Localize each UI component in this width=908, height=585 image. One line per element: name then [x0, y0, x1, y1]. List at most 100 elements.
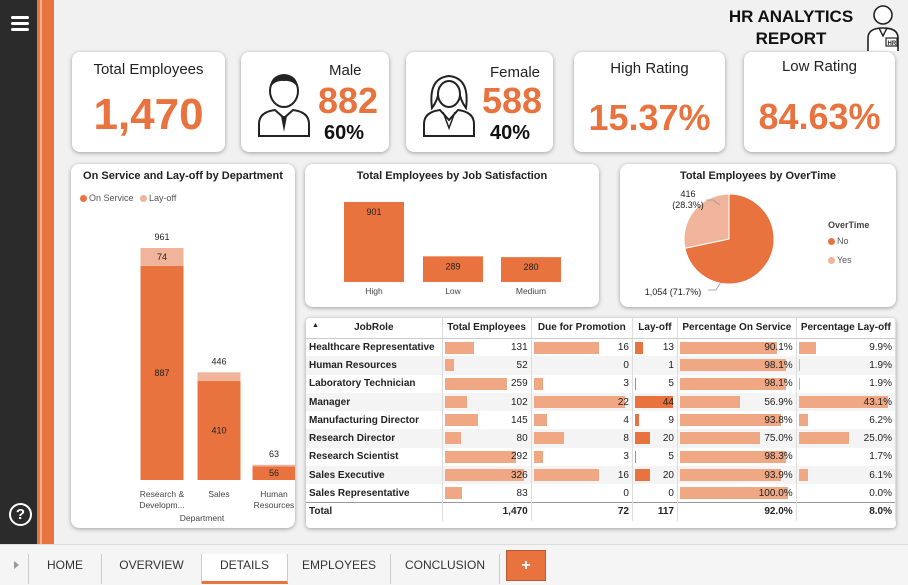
add-page-button[interactable]: +: [506, 550, 546, 581]
cell-promo: 3: [531, 374, 633, 393]
x-axis-title: Department: [180, 513, 225, 523]
legend-layoff[interactable]: Lay-off: [140, 193, 176, 203]
tab-conclusion[interactable]: CONCLUSION: [391, 554, 500, 584]
data-bar: [444, 395, 467, 408]
cell-value: 1.7%: [869, 451, 892, 463]
cell-value: Human Resources: [309, 359, 397, 371]
cell-role: Laboratory Technician: [306, 374, 443, 393]
cell-role: Sales Representative: [306, 484, 443, 503]
department-legend: On Service Lay-off: [80, 193, 176, 203]
data-bar: [679, 359, 786, 372]
cell-value: 9: [668, 414, 674, 426]
bar-layoff[interactable]: [252, 464, 296, 467]
bar-layoff[interactable]: [197, 372, 241, 382]
data-bar: [634, 432, 650, 445]
table-row[interactable]: Research Director 80 8 20 75.0% 25.0%: [306, 429, 896, 448]
cell-value: 1: [668, 359, 674, 371]
cell-onservice: 98.3%: [677, 447, 797, 467]
cell-layoff: 44: [632, 392, 678, 412]
cell-role: Human Resources: [306, 356, 443, 375]
help-icon[interactable]: ?: [9, 503, 32, 526]
kpi-high-value: 15.37%: [588, 97, 711, 138]
cell-pctlayoff: 25.0%: [796, 429, 896, 448]
cell-pctlayoff: 1.7%: [796, 447, 896, 467]
pie-slice-yes[interactable]: [683, 193, 730, 249]
cell-pctlayoff: 9.9%: [796, 338, 896, 357]
bar-on-service[interactable]: [140, 265, 184, 480]
tab-scroll-arrow-icon[interactable]: [14, 561, 19, 569]
kpi-high-rating: High Rating 15.37%: [574, 52, 725, 152]
data-bar: [634, 469, 650, 482]
cell-total: 326: [442, 466, 532, 485]
col-header-pct-layoff[interactable]: Percentage Lay-off: [796, 318, 896, 339]
cell-onservice: 98.1%: [677, 356, 797, 375]
data-bar: [798, 395, 889, 408]
cell-value: 43.1%: [863, 396, 892, 408]
total-data-label: 961: [154, 232, 169, 242]
cell-layoff: 0: [632, 484, 678, 503]
svg-text:HR: HR: [888, 41, 897, 47]
table-row[interactable]: Sales Executive 326 16 20 93.9% 6.1%: [306, 466, 896, 485]
tab-home[interactable]: HOME: [28, 554, 102, 584]
cell-value: Sales Executive: [309, 469, 385, 481]
cell-value: 83: [516, 487, 528, 499]
cell-promo: 16: [531, 466, 633, 485]
overtime-legend-yes[interactable]: Yes: [828, 255, 852, 265]
cell-role: Healthcare Representative: [306, 338, 443, 357]
bar-data-label: 280: [523, 262, 538, 272]
hamburger-menu-icon[interactable]: [11, 16, 29, 32]
cell-value: 5: [668, 378, 674, 390]
table-row[interactable]: Research Scientist 292 3 5 98.3% 1.7%: [306, 447, 896, 467]
col-header-promotion[interactable]: Due for Promotion: [531, 318, 633, 339]
cell-role: Research Scientist: [306, 447, 443, 467]
cell-value: 326: [510, 469, 528, 481]
legend-on-service[interactable]: On Service: [80, 193, 134, 203]
col-header-layoff[interactable]: Lay-off: [632, 318, 678, 339]
data-bar: [679, 341, 777, 354]
kpi-female-value: 588: [482, 80, 543, 121]
tab-overview[interactable]: OVERVIEW: [102, 554, 202, 584]
cell-value: Research Scientist: [309, 451, 399, 463]
data-bar: [798, 432, 849, 445]
bar-on-service[interactable]: [252, 466, 296, 480]
table-row[interactable]: Manager 102 22 44 56.9% 43.1%: [306, 392, 896, 412]
table-row[interactable]: Manufacturing Director 145 4 9 93.8% 6.2%: [306, 411, 896, 430]
bar-job-satisfaction[interactable]: [423, 256, 483, 282]
kpi-male-pct: 60%: [324, 122, 365, 144]
col-header-total[interactable]: Total Employees: [442, 318, 532, 339]
tab-details[interactable]: DETAILS: [202, 554, 288, 584]
cell-onservice: 93.8%: [677, 411, 797, 430]
sort-ascending-icon[interactable]: ▲: [312, 322, 319, 329]
data-bar: [679, 395, 740, 408]
cell-value: Research Director: [309, 433, 396, 445]
bar-on-service[interactable]: [197, 381, 241, 480]
bar-job-satisfaction[interactable]: [501, 257, 561, 282]
bar-data-label: 289: [445, 261, 460, 271]
bar-job-satisfaction[interactable]: [344, 202, 404, 282]
total-data-label: 63: [269, 449, 279, 459]
col-header-pct-on-service[interactable]: Percentage On Service: [677, 318, 797, 339]
table-row[interactable]: Healthcare Representative 131 16 13 90.1% 9.9…: [306, 338, 896, 357]
cell-value: 131: [510, 341, 528, 353]
data-bar: [634, 450, 636, 463]
cell-value: 145: [510, 414, 528, 426]
table-row[interactable]: Sales Representative 83 0 0 100.0% 0.0%: [306, 484, 896, 503]
x-tick-label: High: [365, 286, 383, 296]
cell-pctlayoff: 43.1%: [796, 392, 896, 412]
data-bar: [798, 414, 809, 427]
kpi-female: Female 588 40%: [406, 52, 553, 152]
table-row[interactable]: Laboratory Technician 259 3 5 98.1% 1.9%: [306, 374, 896, 393]
cell-total: 52: [442, 356, 532, 375]
cell-value: 0: [623, 359, 629, 371]
data-bar: [679, 432, 760, 445]
tab-employees[interactable]: EMPLOYEES: [288, 554, 391, 584]
on-service-data-label: 410: [211, 426, 226, 436]
overtime-legend-title: OverTime: [828, 220, 870, 230]
bar-layoff[interactable]: [140, 248, 184, 266]
cell-value: Laboratory Technician: [309, 378, 416, 390]
col-header-jobrole[interactable]: ▲ JobRole: [306, 318, 443, 339]
data-bar: [533, 414, 547, 427]
header-line1: HR ANALYTICS: [728, 7, 854, 26]
overtime-legend-no[interactable]: No: [828, 236, 849, 246]
table-row[interactable]: Human Resources 52 0 1 98.1% 1.9%: [306, 356, 896, 375]
